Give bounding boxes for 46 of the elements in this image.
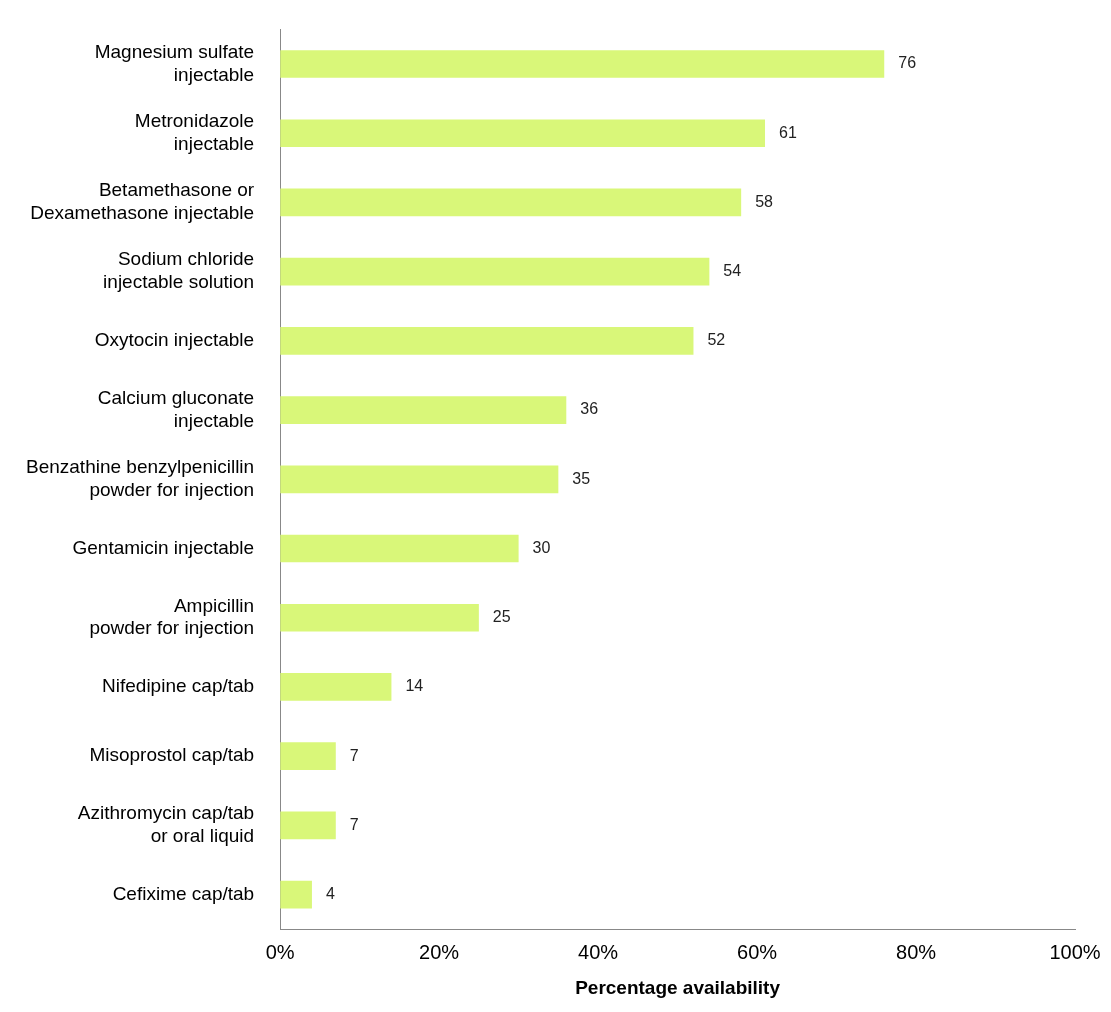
bar	[280, 327, 694, 355]
x-tick-label: 100%	[1049, 940, 1101, 963]
data-label: 52	[707, 331, 726, 349]
data-label: 58	[755, 192, 774, 210]
y-tick-label: Nifedipine cap/tab	[102, 675, 255, 697]
bar	[280, 742, 336, 771]
bar	[280, 811, 336, 840]
bar	[280, 119, 766, 148]
y-tick-label: Ampicillin powder for injection	[89, 594, 255, 639]
data-label: 7	[349, 746, 359, 764]
bar	[280, 603, 479, 632]
y-tick-label: Oxytocin injectable	[94, 329, 255, 351]
data-label: 14	[405, 677, 424, 695]
data-label: 7	[349, 815, 359, 833]
y-tick-label: Cefixime cap/tab	[112, 882, 255, 904]
y-tick-label: Betamethasone or Dexamethasone injectable	[30, 179, 255, 224]
bar	[280, 465, 559, 494]
x-tick-label: 40%	[578, 940, 619, 963]
bar	[280, 50, 885, 78]
data-label: 35	[572, 469, 591, 487]
x-tick-label: 80%	[896, 940, 937, 963]
data-label: 61	[779, 123, 797, 141]
x-axis-title: Percentage availability	[575, 976, 781, 998]
data-label: 4	[325, 885, 335, 902]
y-tick-label: Metronidazole injectable	[134, 110, 255, 154]
y-tick-label: Azithromycin cap/tab or oral liquid	[77, 802, 255, 847]
x-tick-label: 20%	[419, 940, 460, 963]
x-tick-label: 0%	[265, 940, 295, 963]
y-tick-label: Misoprostol cap/tab	[89, 744, 255, 766]
bar	[280, 188, 742, 217]
y-tick-label: Gentamicin injectable	[72, 536, 255, 558]
y-tick-label: Calcium gluconate injectable	[97, 386, 255, 431]
bar	[280, 257, 710, 286]
bar	[280, 673, 392, 701]
y-tick-label: Magnesium sulfate injectable	[94, 40, 255, 85]
y-tick-label: Benzathine benzylpenicillin powder for injection	[25, 456, 255, 500]
bar	[280, 396, 567, 424]
bar	[280, 534, 519, 563]
y-tick-label: Sodium chloride injectable solution	[103, 248, 255, 293]
data-label: 25	[492, 608, 511, 626]
data-label: 30	[532, 538, 551, 556]
data-label: 54	[723, 262, 742, 280]
data-label: 76	[898, 54, 917, 72]
bar	[280, 880, 312, 909]
x-tick-label: 60%	[737, 940, 778, 963]
data-label: 36	[580, 400, 599, 418]
